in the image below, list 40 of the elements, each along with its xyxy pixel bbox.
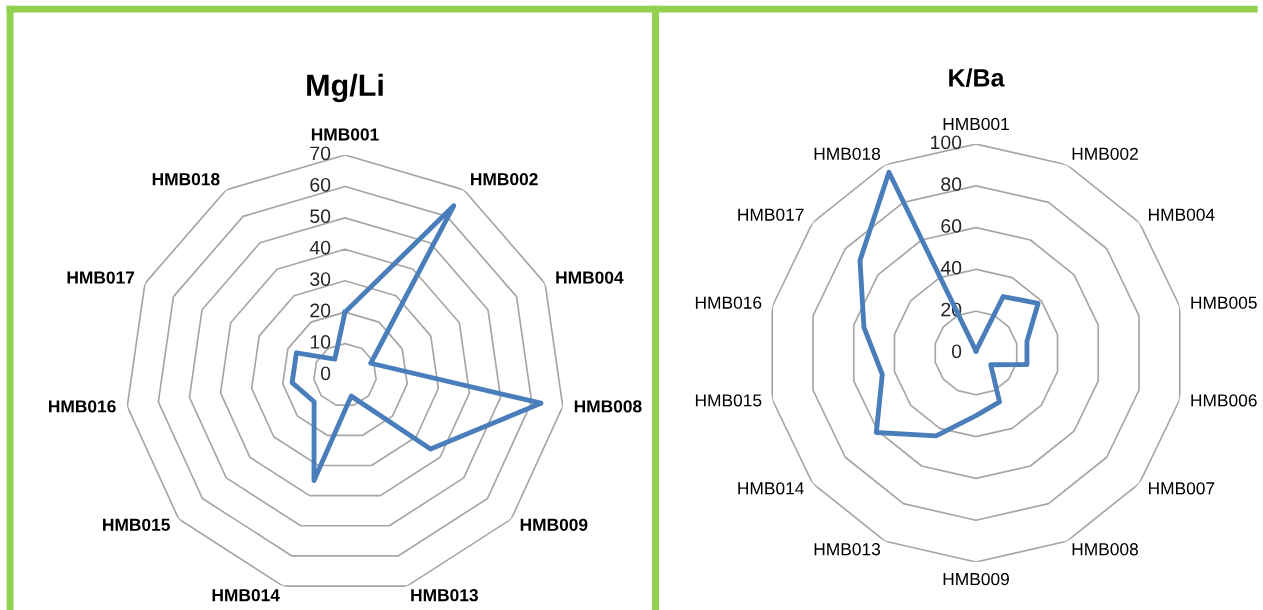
spoke-label: HMB015 [103, 518, 170, 531]
spoke-label: HMB016 [49, 400, 116, 413]
spoke-label: HMB015 [695, 394, 762, 407]
y-tick-label: 100 [931, 135, 962, 150]
chart-title: K/Ba [949, 68, 1005, 87]
spoke-label: HMB001 [311, 128, 379, 141]
spoke-label: HMB002 [471, 173, 538, 186]
y-tick-label: 60 [310, 177, 331, 192]
spoke-label: HMB009 [520, 518, 588, 531]
chart-title: Mg/Li [307, 73, 383, 103]
spoke-label: HMB018 [814, 147, 881, 160]
spoke-label: HMB017 [67, 271, 135, 284]
spoke-label: HMB008 [574, 400, 642, 413]
spoke-label: HMB004 [1149, 208, 1215, 221]
spoke-label: HMB008 [1072, 543, 1139, 556]
spoke-label: HMB009 [943, 572, 1009, 586]
y-tick-label: 30 [310, 272, 331, 286]
y-tick-label: 70 [310, 146, 331, 161]
spoke-label: HMB014 [212, 589, 280, 602]
y-tick-label: 20 [310, 303, 331, 318]
y-tick-label: 80 [941, 177, 962, 192]
spoke-label: HMB013 [411, 589, 478, 602]
y-tick-label: 60 [941, 219, 962, 233]
spoke-label: HMB014 [738, 482, 804, 495]
spoke-label: HMB001 [943, 117, 1009, 131]
spoke-label: HMB006 [1191, 394, 1257, 407]
spoke-label: HMB013 [814, 543, 881, 556]
spoke-label: HMB018 [152, 173, 220, 186]
y-tick-label: 0 [320, 366, 331, 381]
y-tick-label: 10 [310, 335, 331, 349]
y-tick-label: 40 [309, 240, 331, 255]
spoke-label: HMB007 [1149, 482, 1215, 495]
spoke-label: HMB004 [556, 271, 624, 284]
y-tick-label: 0 [951, 344, 962, 359]
spoke-label: HMB017 [738, 208, 804, 221]
y-tick-label: 40 [940, 260, 962, 275]
y-tick-label: 50 [310, 209, 331, 224]
spoke-label: HMB016 [695, 296, 762, 309]
spoke-label: HMB005 [1191, 296, 1257, 309]
spoke-label: HMB002 [1072, 147, 1138, 160]
